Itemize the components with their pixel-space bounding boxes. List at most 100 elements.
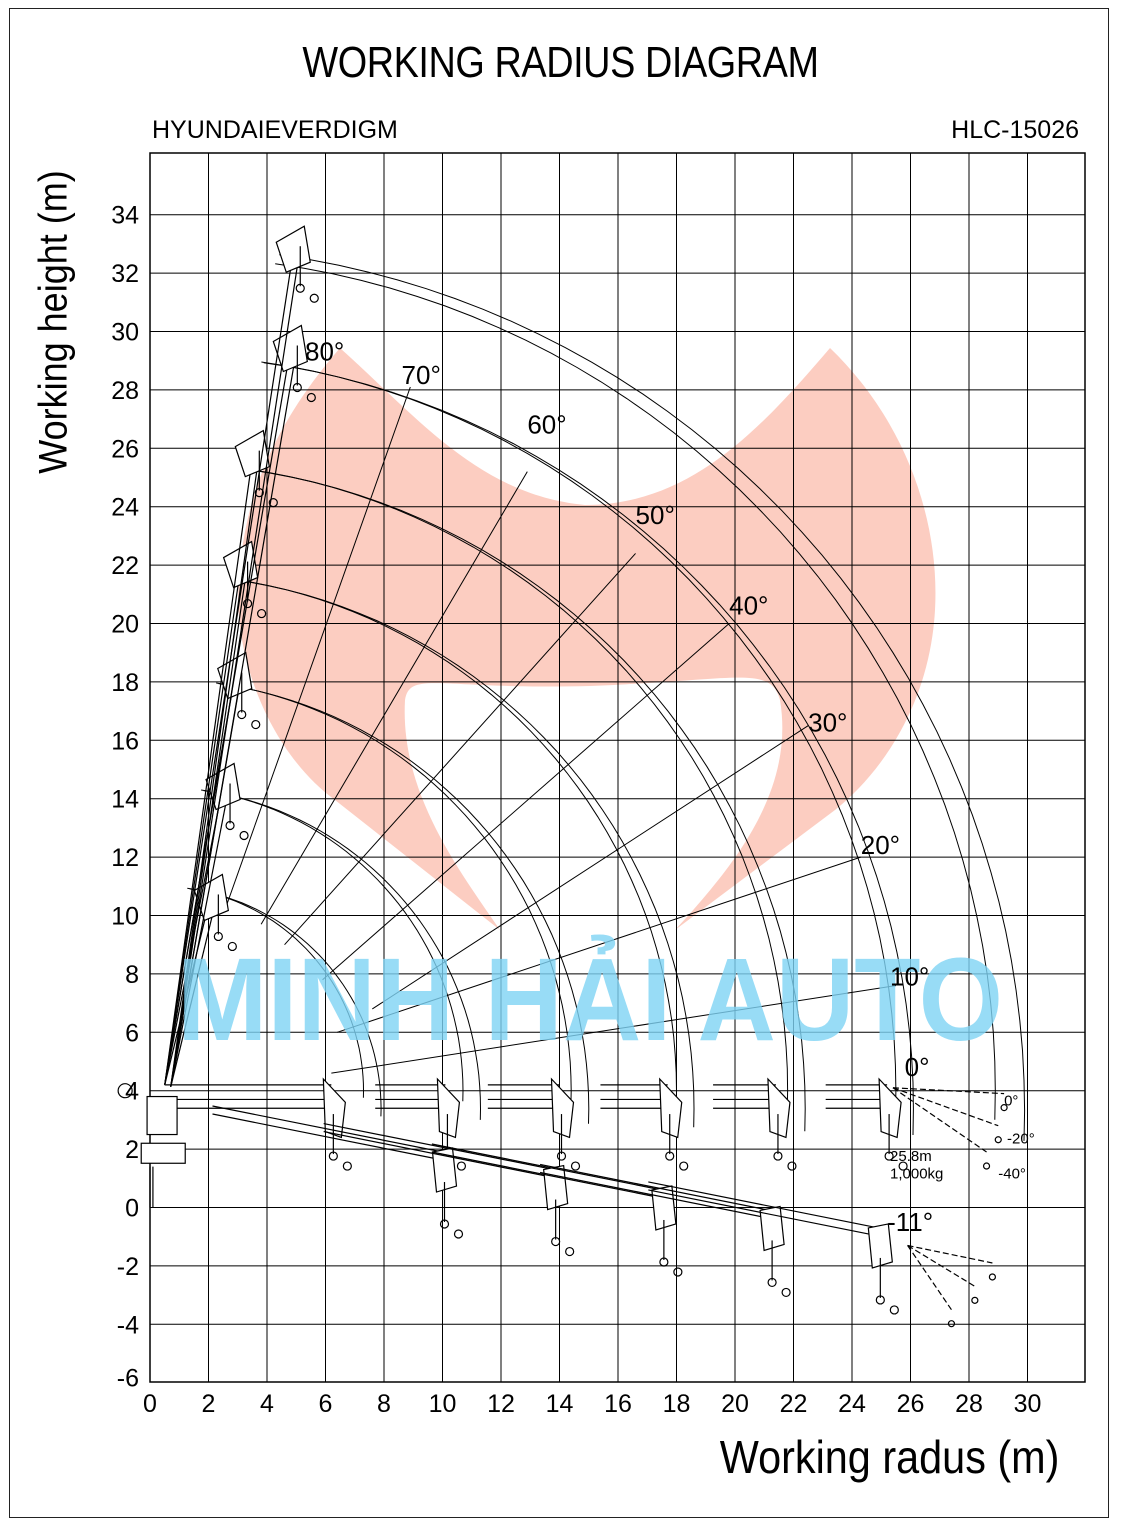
hook-block [237,709,247,720]
hook-block [665,1151,675,1161]
hook-block [225,820,235,831]
boom-head [322,1077,346,1139]
brand-logo-watermark [238,348,936,930]
y-tick-label: 12 [111,844,139,872]
y-tick-label: 28 [111,377,139,405]
reach-arc-hook [263,362,914,1136]
x-tick-label: 26 [897,1390,925,1418]
angle-labels: 80° 70° 60° 50° 40° 30° 20° 10° 0° -11° 0° -20° -40°… [305,337,1035,1237]
logo-shape [238,348,936,930]
y-tick-label: 6 [125,1019,139,1047]
boom-head [759,1205,785,1252]
jib-hook [971,1296,979,1304]
manufacturer-label: HYUNDAIEVERDIGM [152,116,398,144]
boom-angle-label: 40° [729,591,768,621]
boom-80deg [164,436,256,1085]
boom-positions [117,225,1008,1328]
y-tick-label: 8 [125,961,139,989]
jib-hook [1000,1104,1008,1112]
hook-block [781,1287,791,1298]
hook-block [773,1151,783,1161]
boom-80deg [164,232,297,1085]
boom-angle-label: -11° [887,1207,933,1237]
jib-hook [982,1162,991,1170]
boom-angle-label: 60° [527,410,566,440]
boom-head [867,1223,893,1269]
y-tick-label: 24 [111,494,139,522]
x-tick-label: 28 [955,1390,983,1418]
boom-neg11deg-edge [323,1130,554,1179]
boom-angle-label: 70° [402,360,441,390]
y-tick-label: 30 [111,319,139,347]
x-tick-label: 20 [721,1390,749,1418]
boom-head [431,1147,458,1193]
boom-80deg-edge [170,333,300,1087]
x-axis-label: Working radus (m) [719,1431,1059,1483]
max-reach-load: 1,000kg [890,1165,943,1182]
hook-block [268,498,278,508]
diagram-title: WORKING RADIUS DIAGRAM [302,38,819,87]
jib-line [907,1245,952,1311]
jib-line [892,1087,999,1127]
y-tick-label: -2 [117,1253,139,1281]
x-tick-label: 16 [604,1390,632,1418]
reach-arc-hook [218,683,590,1124]
hook-block [227,941,237,952]
boom-angle-label: 30° [808,708,847,738]
jib-hook [994,1136,1002,1144]
boom-80deg-edge [170,438,262,1087]
hook-block [556,1151,567,1161]
hook-block [239,830,249,841]
reach-arc-hook [203,790,482,1120]
x-tick-label: 4 [260,1390,274,1418]
reach-arc [261,361,897,1117]
boom-angle-label: 10° [890,962,929,992]
hook-block [673,1267,683,1277]
hook-block [453,1229,464,1239]
pivot-pin [117,1083,133,1099]
boom-neg11deg [539,1163,771,1212]
hook-block [439,1219,450,1229]
y-tick-label: -4 [117,1311,139,1339]
hook-block [679,1161,689,1171]
model-label: HLC-15026 [951,116,1079,144]
boom-80deg [164,547,245,1085]
boom-head [550,1077,575,1139]
angle-rays [225,386,896,1074]
reach-arc [187,887,365,1098]
angle-ray [372,725,809,1010]
hook-block [767,1277,777,1288]
boom-angle-label: 80° [305,337,344,367]
jib-hook [947,1320,956,1328]
x-tick-label: 14 [546,1390,574,1418]
hook-block [875,1295,885,1305]
hook-block [884,1151,894,1161]
diagram-frame [9,8,1109,1518]
hook-block [328,1151,338,1161]
hook-block [342,1161,352,1171]
hook-block [787,1161,797,1171]
hook-block [257,608,267,619]
boom-neg11deg-edge [539,1171,771,1220]
jib-angle-label: -20° [1007,1130,1035,1147]
hook-block [306,392,316,403]
hook-block [898,1161,908,1171]
y-tick-label: 16 [111,727,139,755]
x-tick-label: 0 [143,1390,157,1418]
boom-neg11deg [323,1122,554,1171]
y-tick-label: 22 [111,552,139,580]
hook-block [889,1305,899,1315]
jib-angle-label: 0° [1004,1092,1018,1109]
y-tick-label: 2 [125,1136,139,1164]
reach-arc [230,578,678,1109]
y-tick-label: 14 [111,786,139,814]
x-tick-label: 6 [319,1390,333,1418]
boom-80deg-edge [170,771,233,1087]
jib-hook [988,1273,997,1281]
y-tick-label: 0 [125,1195,139,1223]
hook-block [659,1257,669,1267]
reach-arc [201,789,464,1102]
boom-neg11deg [648,1181,879,1229]
reach-arc-hook [189,888,382,1117]
angle-ray [225,386,411,907]
